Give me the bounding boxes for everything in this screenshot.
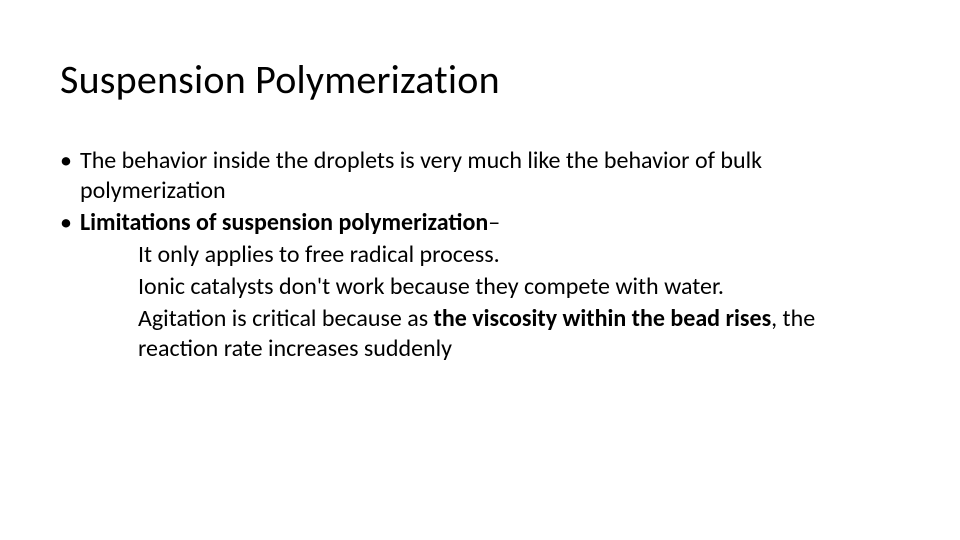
bullet-text: Limitations of suspension polymerization… [80, 208, 900, 238]
sub-line: It only applies to free radical process. [138, 240, 900, 270]
text-run: the viscosity within the bead rises [434, 304, 772, 333]
text-run: – [488, 208, 500, 237]
slide-body: •The behavior inside the droplets is ver… [60, 146, 900, 364]
bullet-marker: • [60, 208, 80, 238]
sub-line: Agitation is critical because as the vis… [138, 304, 900, 364]
text-run: Limitations of suspension polymerization [80, 208, 488, 237]
text-run: Agitation is critical because as [138, 304, 434, 333]
sub-block: It only applies to free radical process.… [138, 240, 900, 364]
bullet-item: •Limitations of suspension polymerizatio… [60, 208, 900, 238]
text-run: Ionic catalysts don't work because they … [138, 272, 724, 301]
bullet-marker: • [60, 146, 80, 206]
bullet-text: The behavior inside the droplets is very… [80, 146, 900, 206]
slide: Suspension Polymerization •The behavior … [0, 0, 960, 540]
sub-line: Ionic catalysts don't work because they … [138, 272, 900, 302]
text-run: It only applies to free radical process. [138, 240, 500, 269]
bullet-item: •The behavior inside the droplets is ver… [60, 146, 900, 206]
text-run: The behavior inside the droplets is very… [80, 146, 762, 205]
slide-title: Suspension Polymerization [60, 55, 900, 104]
